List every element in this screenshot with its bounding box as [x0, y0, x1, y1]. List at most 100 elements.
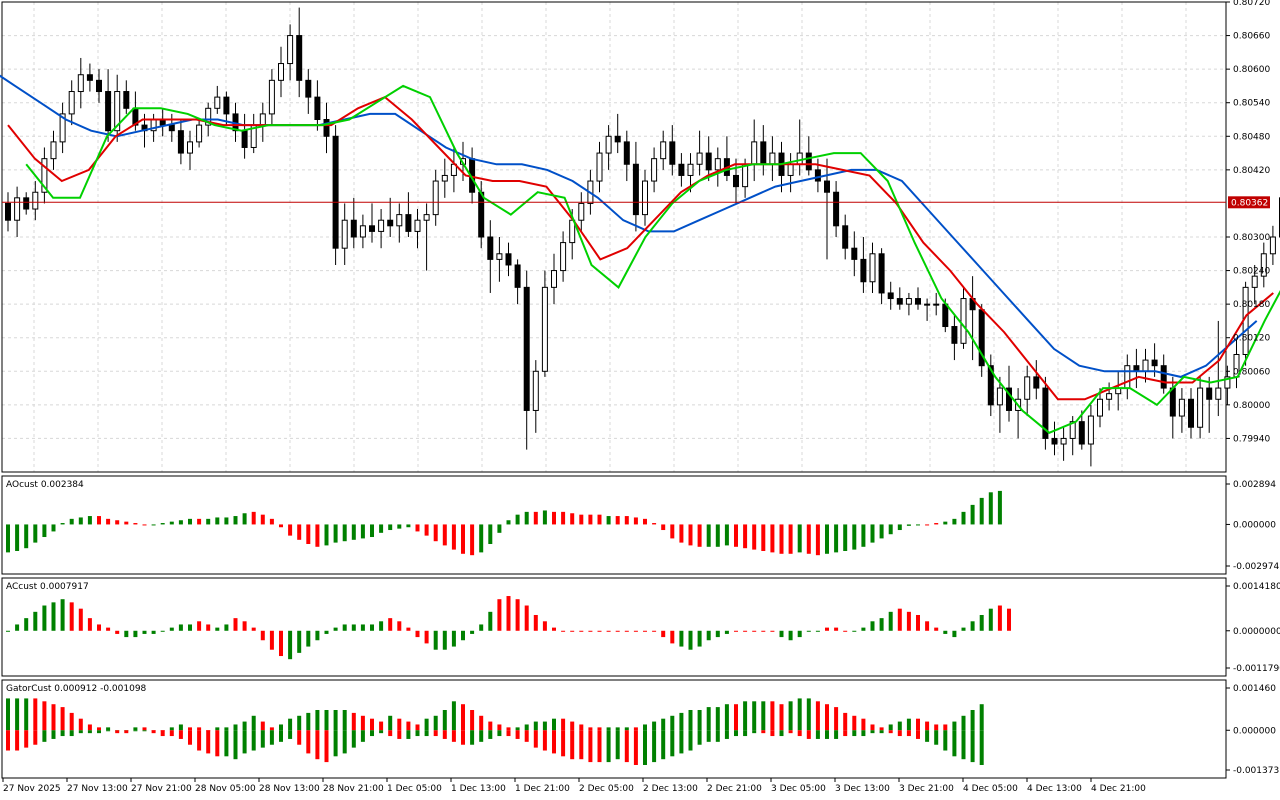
candle[interactable]	[405, 192, 412, 237]
candle[interactable]	[268, 69, 275, 126]
candle[interactable]	[59, 102, 66, 154]
candle[interactable]	[250, 113, 257, 154]
candle[interactable]	[660, 130, 667, 170]
candle[interactable]	[760, 125, 767, 176]
candle[interactable]	[614, 113, 621, 154]
candle[interactable]	[623, 130, 630, 182]
candle[interactable]	[1233, 337, 1240, 389]
candle[interactable]	[933, 292, 940, 316]
candle[interactable]	[605, 125, 612, 170]
candle[interactable]	[887, 281, 894, 310]
candle[interactable]	[678, 153, 685, 187]
candle[interactable]	[869, 242, 876, 293]
candle[interactable]	[41, 147, 48, 204]
candle[interactable]	[796, 119, 803, 176]
candle[interactable]	[632, 141, 639, 232]
candle[interactable]	[432, 169, 439, 226]
candle[interactable]	[296, 7, 303, 98]
candle[interactable]	[96, 69, 102, 103]
candle[interactable]	[450, 147, 457, 193]
candle[interactable]	[214, 85, 221, 114]
candle[interactable]	[1124, 354, 1131, 400]
candle[interactable]	[532, 360, 539, 433]
candle[interactable]	[1224, 365, 1231, 405]
candle[interactable]	[505, 242, 512, 277]
candle[interactable]	[278, 46, 284, 98]
candle[interactable]	[1042, 376, 1049, 450]
candle[interactable]	[77, 57, 84, 109]
candle[interactable]	[751, 119, 758, 182]
candle[interactable]	[332, 125, 339, 265]
candle[interactable]	[669, 125, 676, 176]
candle[interactable]	[1178, 388, 1185, 433]
candle[interactable]	[1087, 404, 1094, 467]
candle[interactable]	[1078, 410, 1085, 450]
candle[interactable]	[1133, 348, 1140, 389]
candle[interactable]	[68, 80, 75, 126]
candle[interactable]	[905, 292, 912, 316]
candle[interactable]	[851, 231, 858, 277]
candle[interactable]	[1051, 421, 1058, 456]
candle[interactable]	[378, 209, 385, 249]
candle[interactable]	[1097, 388, 1103, 428]
candle[interactable]	[123, 80, 130, 114]
candle[interactable]	[32, 181, 39, 221]
candle[interactable]	[1015, 388, 1022, 439]
candle[interactable]	[978, 304, 985, 377]
candle[interactable]	[924, 298, 931, 321]
candle[interactable]	[114, 74, 121, 142]
candle[interactable]	[541, 270, 548, 377]
candle[interactable]	[1215, 320, 1222, 417]
ac-indicator-panel[interactable]	[6, 596, 1011, 660]
candle[interactable]	[359, 214, 366, 249]
candle[interactable]	[578, 192, 585, 232]
candle[interactable]	[241, 113, 248, 159]
candle[interactable]	[1260, 242, 1267, 288]
candle[interactable]	[5, 192, 11, 232]
candle[interactable]	[1197, 376, 1204, 439]
candle[interactable]	[1033, 360, 1040, 400]
candle[interactable]	[833, 181, 840, 237]
candle[interactable]	[396, 203, 403, 243]
candle[interactable]	[287, 24, 294, 81]
candle[interactable]	[860, 237, 867, 293]
candle[interactable]	[523, 270, 530, 450]
candle[interactable]	[1269, 225, 1276, 265]
candle[interactable]	[560, 231, 567, 282]
candle[interactable]	[696, 130, 703, 176]
candle[interactable]	[1251, 264, 1258, 305]
candle[interactable]	[387, 197, 394, 237]
gator-indicator-panel[interactable]	[6, 698, 984, 765]
candle[interactable]	[951, 315, 958, 361]
candle[interactable]	[915, 287, 921, 310]
candle[interactable]	[733, 158, 739, 204]
candle[interactable]	[350, 197, 357, 249]
candle[interactable]	[514, 259, 521, 305]
candle[interactable]	[896, 287, 903, 310]
candle[interactable]	[805, 136, 812, 176]
candle[interactable]	[596, 141, 603, 193]
candle[interactable]	[314, 80, 321, 131]
candle[interactable]	[168, 113, 175, 142]
candle[interactable]	[714, 147, 721, 187]
candle[interactable]	[1242, 281, 1249, 366]
candle[interactable]	[50, 130, 57, 170]
ao-indicator-panel[interactable]	[6, 490, 1002, 556]
candle[interactable]	[105, 69, 112, 142]
candle[interactable]	[86, 63, 93, 92]
candle[interactable]	[223, 91, 230, 126]
candle[interactable]	[969, 276, 976, 361]
candle[interactable]	[824, 158, 830, 260]
candle[interactable]	[414, 209, 421, 249]
candle[interactable]	[1188, 388, 1194, 439]
candle[interactable]	[441, 158, 448, 198]
candle[interactable]	[1106, 382, 1113, 411]
candle[interactable]	[1024, 365, 1031, 417]
candle[interactable]	[996, 376, 1003, 433]
candle[interactable]	[651, 147, 658, 193]
candle[interactable]	[187, 130, 193, 170]
candle[interactable]	[1206, 376, 1213, 433]
candle[interactable]	[551, 253, 557, 305]
candle[interactable]	[487, 220, 494, 293]
